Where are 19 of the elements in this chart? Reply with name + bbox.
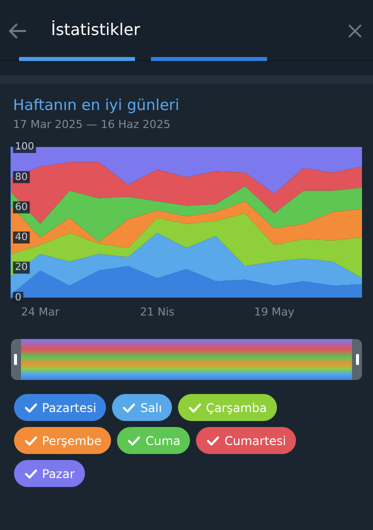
y-tick-label: 0 [15,292,22,304]
text: Cuma [145,434,180,448]
x-tick-label: 24 Mar [21,305,60,318]
text: Çarşamba [206,400,267,414]
text: Cumartesi [224,434,286,448]
y-tick-label: 20 [15,262,28,274]
chart-subtitle: 17 Mar 2025 — 16 Haz 2025 [12,118,172,131]
y-tick-label: 80 [15,172,28,183]
x-tick-label: 19 May [254,305,295,318]
text: Pazar [42,466,75,480]
text: Perşembe [42,434,102,448]
chart-title: Haftanın en iyi günleri [12,96,180,114]
y-tick-label: 100 [15,142,34,153]
text: Pazartesi [42,400,96,414]
y-tick-label: 60 [15,202,28,213]
x-tick-label: 21 Nis [140,305,175,318]
text: İstatistikler [51,20,140,39]
text: Salı [140,400,162,414]
y-tick-label: 40 [15,232,28,244]
